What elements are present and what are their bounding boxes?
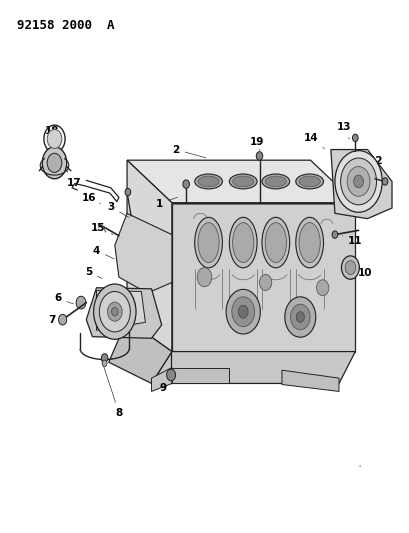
Ellipse shape	[198, 176, 219, 187]
Circle shape	[112, 308, 118, 316]
Circle shape	[341, 158, 377, 205]
Ellipse shape	[299, 223, 320, 263]
Circle shape	[256, 152, 263, 160]
Text: 13: 13	[337, 122, 351, 139]
Polygon shape	[97, 290, 145, 330]
Text: 5: 5	[85, 267, 102, 279]
Polygon shape	[151, 352, 355, 383]
Circle shape	[58, 314, 67, 325]
Circle shape	[94, 284, 136, 340]
Polygon shape	[127, 160, 172, 352]
Polygon shape	[172, 368, 229, 383]
Circle shape	[332, 231, 338, 238]
Circle shape	[102, 360, 107, 367]
Ellipse shape	[229, 174, 257, 189]
Circle shape	[183, 180, 189, 188]
Polygon shape	[109, 320, 172, 383]
Polygon shape	[172, 203, 355, 352]
Circle shape	[382, 177, 388, 185]
Ellipse shape	[262, 217, 290, 268]
Text: 14: 14	[304, 133, 325, 149]
Text: 1: 1	[156, 197, 178, 209]
Text: 15: 15	[91, 223, 113, 235]
Ellipse shape	[198, 223, 219, 263]
Circle shape	[285, 297, 316, 337]
Circle shape	[197, 268, 212, 287]
Circle shape	[47, 154, 62, 172]
Text: 8: 8	[101, 360, 123, 418]
Text: 12: 12	[368, 156, 383, 173]
Circle shape	[108, 302, 122, 321]
Ellipse shape	[195, 174, 222, 189]
Ellipse shape	[233, 223, 254, 263]
Text: 16: 16	[82, 193, 101, 204]
Ellipse shape	[233, 176, 254, 187]
Text: .: .	[357, 456, 362, 470]
Circle shape	[317, 280, 329, 296]
Circle shape	[232, 297, 255, 327]
Circle shape	[166, 369, 175, 381]
Text: 11: 11	[342, 236, 362, 246]
Circle shape	[353, 134, 358, 142]
Polygon shape	[115, 213, 172, 293]
Text: 3: 3	[107, 202, 129, 217]
Text: 10: 10	[352, 268, 373, 278]
Circle shape	[260, 274, 272, 290]
Circle shape	[99, 292, 130, 332]
Ellipse shape	[296, 217, 324, 268]
Text: 6: 6	[54, 293, 74, 304]
Circle shape	[47, 130, 62, 149]
Ellipse shape	[299, 176, 320, 187]
Ellipse shape	[262, 174, 290, 189]
Circle shape	[335, 151, 382, 212]
Circle shape	[296, 312, 304, 322]
Circle shape	[238, 305, 248, 318]
Circle shape	[342, 256, 360, 279]
Ellipse shape	[229, 217, 257, 268]
Text: 19: 19	[249, 136, 264, 151]
Circle shape	[290, 304, 310, 330]
Circle shape	[42, 147, 67, 179]
Ellipse shape	[195, 217, 222, 268]
Circle shape	[101, 354, 108, 362]
Text: 17: 17	[63, 164, 81, 188]
Text: 4: 4	[93, 246, 115, 259]
Circle shape	[226, 289, 261, 334]
Text: 9: 9	[160, 375, 171, 393]
Text: 92158 2000  A: 92158 2000 A	[17, 19, 115, 33]
Polygon shape	[151, 368, 172, 391]
Ellipse shape	[265, 223, 286, 263]
Circle shape	[347, 166, 370, 196]
Circle shape	[345, 261, 356, 274]
Polygon shape	[282, 370, 339, 391]
Polygon shape	[127, 160, 355, 203]
Text: 18: 18	[45, 126, 59, 142]
Ellipse shape	[296, 174, 324, 189]
Polygon shape	[86, 288, 162, 338]
Circle shape	[76, 296, 86, 309]
Circle shape	[354, 175, 364, 188]
Text: 2: 2	[172, 144, 206, 158]
Circle shape	[125, 188, 131, 196]
Polygon shape	[331, 150, 392, 219]
Ellipse shape	[265, 176, 286, 187]
Text: 7: 7	[48, 314, 63, 325]
